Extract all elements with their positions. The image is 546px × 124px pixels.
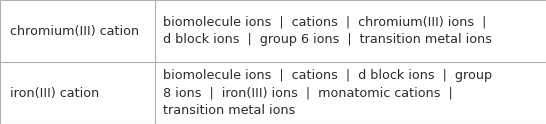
Text: biomolecule ions  |  cations  |  d block ions  |  group
8 ions  |  iron(III) ion: biomolecule ions | cations | d block ion… — [163, 69, 492, 117]
Text: chromium(III) cation: chromium(III) cation — [10, 25, 139, 37]
Text: iron(III) cation: iron(III) cation — [10, 87, 99, 99]
Text: biomolecule ions  |  cations  |  chromium(III) ions  |
d block ions  |  group 6 : biomolecule ions | cations | chromium(II… — [163, 16, 492, 46]
